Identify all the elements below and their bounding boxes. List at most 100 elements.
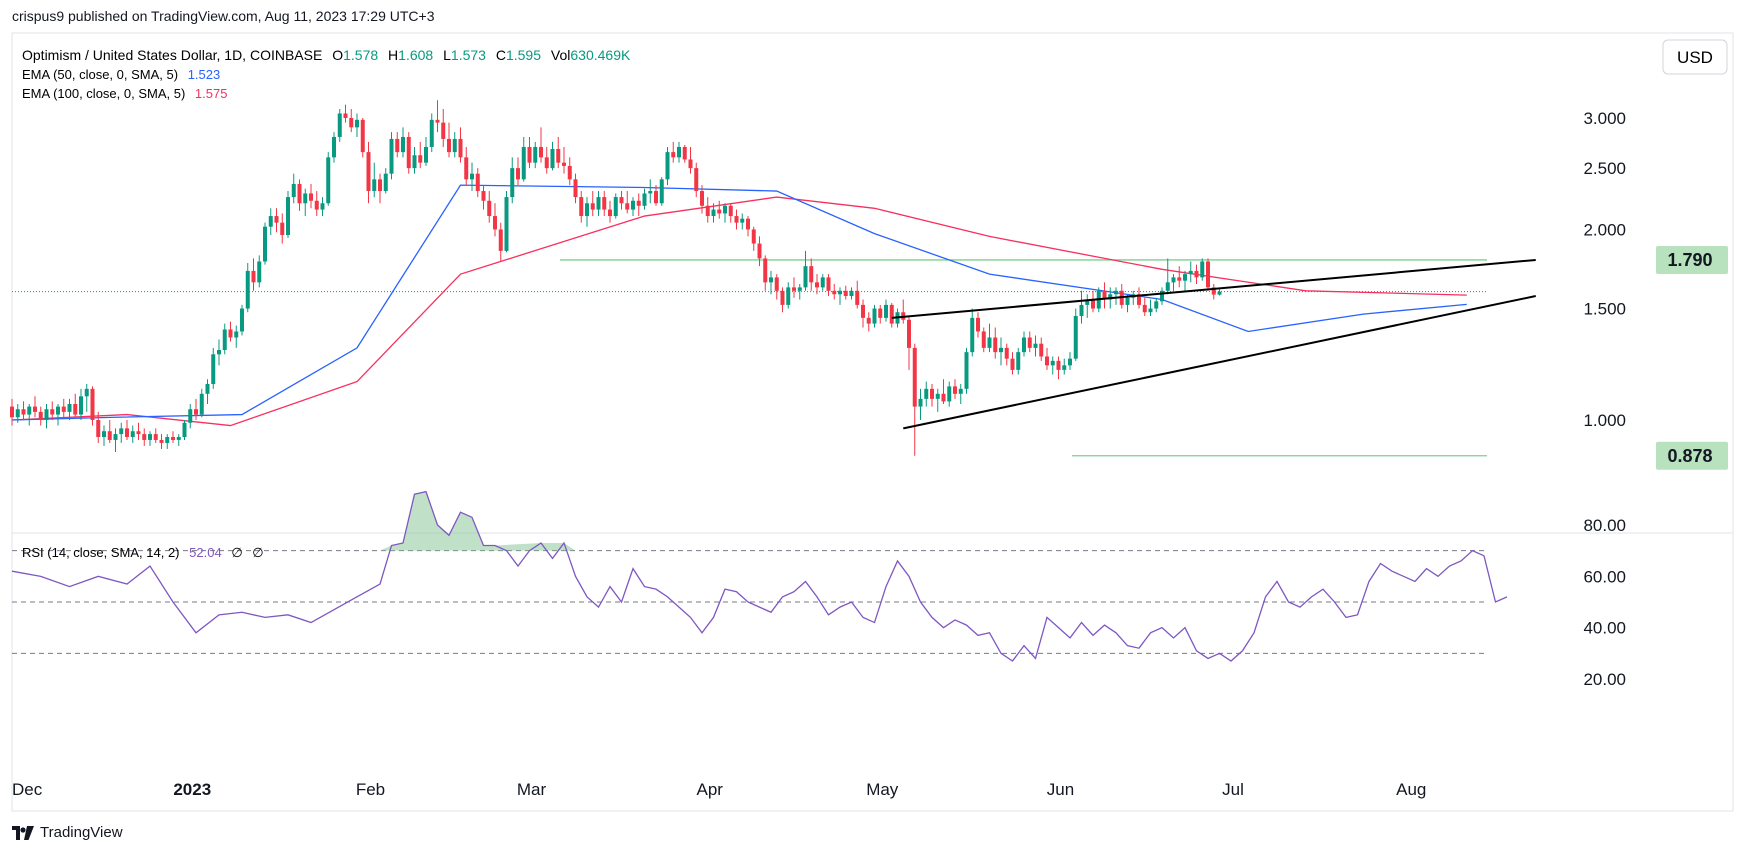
candle-body xyxy=(740,218,745,223)
candle xyxy=(556,136,561,169)
candle xyxy=(1045,347,1049,370)
candle xyxy=(1188,261,1193,283)
candle-body xyxy=(447,138,451,153)
price-badge-bg xyxy=(1656,441,1728,470)
candle-body xyxy=(539,146,543,158)
candle-body xyxy=(757,243,762,259)
legend-high: 1.608 xyxy=(398,47,433,63)
candle xyxy=(872,304,877,328)
candle-body xyxy=(33,406,37,412)
candle xyxy=(372,162,377,198)
candle xyxy=(838,287,842,305)
candle xyxy=(286,191,290,238)
candle xyxy=(50,401,55,420)
candle xyxy=(309,183,313,209)
candle-body xyxy=(688,159,693,169)
candle xyxy=(205,379,210,404)
candle-body xyxy=(1108,294,1113,300)
candle-body xyxy=(251,270,256,283)
currency-button[interactable]: USD xyxy=(1662,39,1728,75)
candle xyxy=(803,250,808,291)
candle xyxy=(585,197,589,227)
candle-body xyxy=(786,287,791,305)
currency-button-label[interactable]: USD xyxy=(1677,48,1713,67)
candle xyxy=(326,152,331,206)
candle-body xyxy=(406,136,411,169)
candle xyxy=(746,216,750,237)
candle xyxy=(930,383,934,407)
channel-line xyxy=(891,258,1536,319)
candle-body xyxy=(970,317,975,353)
candle-body xyxy=(958,388,963,394)
candle-body xyxy=(240,308,244,332)
candle-body xyxy=(96,420,101,438)
candle-body xyxy=(401,136,405,153)
candle-body xyxy=(1148,308,1153,313)
candle xyxy=(130,425,135,443)
candle-body xyxy=(682,146,687,160)
candle-body xyxy=(165,437,170,443)
rsi-value: 52.04 xyxy=(189,545,222,560)
candle xyxy=(412,146,417,174)
price-axis: 3.000 2.500 2.000 1.500 1.000 xyxy=(1583,109,1626,430)
candle xyxy=(441,108,446,147)
candle-body xyxy=(567,165,572,180)
candle xyxy=(907,315,911,370)
candle-body xyxy=(84,388,89,397)
candle-body xyxy=(136,431,141,435)
candle xyxy=(993,327,998,359)
candle-body xyxy=(780,290,785,305)
candle xyxy=(596,191,601,217)
candle xyxy=(113,428,118,453)
candle-body xyxy=(107,431,112,440)
candle xyxy=(815,274,819,295)
candle xyxy=(958,383,963,404)
candle xyxy=(383,168,388,194)
candle xyxy=(918,388,923,420)
candle xyxy=(970,308,975,357)
candle xyxy=(527,136,532,169)
candle-body xyxy=(142,434,147,440)
candle-body xyxy=(130,431,135,438)
candle xyxy=(539,127,543,163)
candles xyxy=(10,100,1222,456)
candle-body xyxy=(1027,337,1032,348)
candle-body xyxy=(360,119,365,153)
candle xyxy=(751,226,756,251)
candle-body xyxy=(343,113,348,118)
candle-body xyxy=(843,290,848,297)
candle xyxy=(677,141,681,163)
candle-body xyxy=(211,354,216,384)
candle xyxy=(240,304,244,336)
candle xyxy=(401,127,405,158)
rsi-axis: 80.00 60.00 40.00 20.00 xyxy=(1583,516,1626,689)
candle xyxy=(1010,352,1015,375)
candle-body xyxy=(550,149,555,169)
ema100-path xyxy=(11,196,1467,427)
candle xyxy=(1027,331,1032,353)
candle xyxy=(608,200,612,223)
ema50-path xyxy=(11,184,1467,421)
candle-body xyxy=(475,173,480,192)
candle xyxy=(487,191,492,223)
candle-body xyxy=(1217,291,1222,295)
candle xyxy=(470,162,474,192)
candle-body xyxy=(1079,304,1084,316)
legend-close: 1.595 xyxy=(506,47,541,63)
candle-body xyxy=(1022,337,1026,353)
candle xyxy=(125,420,129,440)
candle-body xyxy=(527,146,532,163)
candle xyxy=(654,185,658,206)
candle-body xyxy=(366,152,371,192)
candle xyxy=(792,277,796,298)
candle-body xyxy=(73,403,78,415)
candle-body xyxy=(1125,297,1130,305)
candle-body xyxy=(797,287,802,291)
candle xyxy=(642,188,647,210)
candle xyxy=(211,347,216,389)
candle-body xyxy=(498,229,503,251)
candle xyxy=(153,428,158,443)
candle-body xyxy=(999,347,1003,353)
candle-body xyxy=(1183,274,1187,281)
